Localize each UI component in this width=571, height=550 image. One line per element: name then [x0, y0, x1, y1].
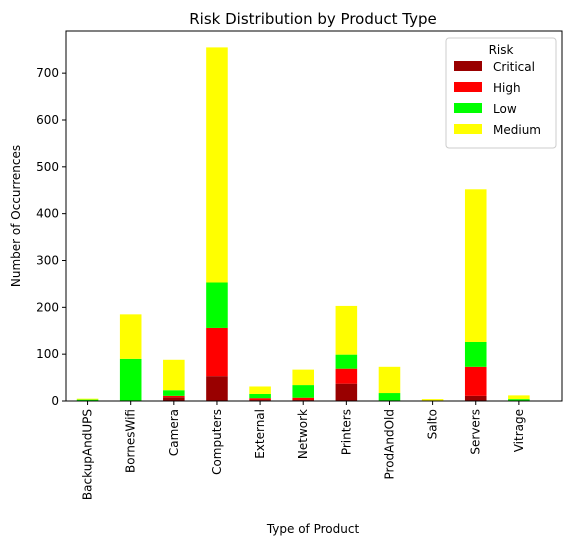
bar-servers-medium — [465, 189, 487, 342]
legend-swatch-medium — [454, 124, 482, 134]
legend-label-critical: Critical — [493, 60, 535, 74]
y-tick-label: 700 — [36, 66, 59, 80]
y-tick-label: 600 — [36, 113, 59, 127]
x-tick-label-vitrage: Vitrage — [512, 409, 526, 452]
bar-external-medium — [249, 386, 271, 393]
bar-external-high — [249, 398, 271, 400]
x-axis-label: Type of Product — [266, 522, 360, 536]
legend-label-low: Low — [493, 102, 517, 116]
bar-printers-low — [336, 355, 358, 369]
x-tick-label-network: Network — [296, 409, 310, 459]
bar-camera-low — [163, 390, 185, 396]
bar-computers-high — [206, 328, 228, 376]
x-axis-ticks: BackupAndUPS BornesWifi Camera Computers Ext… — [81, 401, 526, 500]
y-tick-label: 400 — [36, 207, 59, 221]
y-tick-label: 200 — [36, 300, 59, 314]
x-tick-label-computers: Computers — [210, 409, 224, 475]
bar-network-medium — [292, 370, 314, 385]
x-tick-label-camera: Camera — [167, 409, 181, 456]
x-tick-label-printers: Printers — [339, 409, 353, 455]
bar-computers-medium — [206, 47, 228, 282]
y-tick-label: 0 — [51, 394, 59, 408]
x-tick-label-borneswifi: BornesWifi — [124, 409, 138, 473]
y-axis-ticks: 0 100 200 300 400 500 600 700 — [36, 66, 66, 408]
x-tick-label-servers: Servers — [469, 409, 483, 455]
bar-camera-critical — [163, 397, 185, 401]
legend-swatch-high — [454, 82, 482, 92]
legend: Risk Critical High Low Medium — [446, 38, 556, 148]
bar-printers-medium — [336, 306, 358, 355]
legend-title: Risk — [489, 43, 514, 57]
bar-network-high — [292, 398, 314, 400]
bar-borneswifi-low — [120, 359, 142, 401]
bar-computers-critical — [206, 376, 228, 401]
legend-swatch-low — [454, 103, 482, 113]
bar-camera-medium — [163, 360, 185, 390]
bar-borneswifi-medium — [120, 314, 142, 358]
bar-vitrage-low — [508, 399, 530, 400]
bar-servers-critical — [465, 396, 487, 401]
legend-swatch-critical — [454, 61, 482, 71]
bar-servers-low — [465, 342, 487, 367]
bar-network-low — [292, 385, 314, 398]
chart-title: Risk Distribution by Product Type — [189, 10, 436, 28]
y-tick-label: 300 — [36, 253, 59, 267]
bar-camera-high — [163, 396, 185, 397]
bar-vitrage-medium — [508, 395, 530, 399]
bar-printers-critical — [336, 384, 358, 401]
bar-prodandold-medium — [379, 367, 401, 393]
legend-label-high: High — [493, 81, 521, 95]
x-tick-label-salto: Salto — [426, 409, 440, 439]
bar-computers-low — [206, 283, 228, 328]
bar-prodandold-low — [379, 393, 401, 401]
x-tick-label-prodandold: ProdAndOld — [382, 409, 396, 479]
y-tick-label: 100 — [36, 347, 59, 361]
y-tick-label: 500 — [36, 160, 59, 174]
bar-printers-high — [336, 369, 358, 384]
legend-label-medium: Medium — [493, 123, 541, 137]
x-tick-label-backupandups: BackupAndUPS — [81, 409, 95, 500]
bar-external-low — [249, 394, 271, 398]
y-axis-label: Number of Occurrences — [9, 145, 23, 287]
bar-backupandups-medium — [77, 399, 99, 400]
bar-servers-high — [465, 367, 487, 396]
x-tick-label-external: External — [253, 409, 267, 459]
